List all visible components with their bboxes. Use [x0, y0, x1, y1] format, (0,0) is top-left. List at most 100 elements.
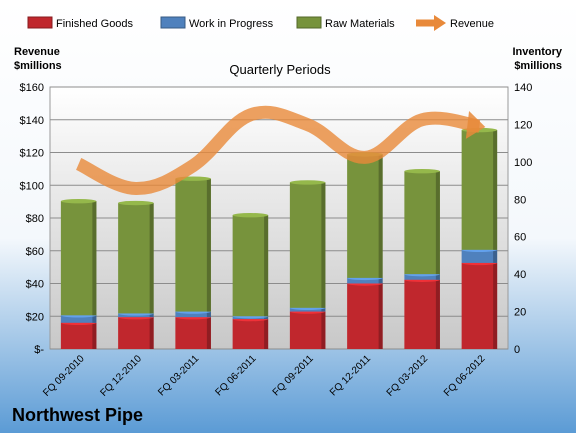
bar-face: [118, 203, 154, 314]
bar-face: [347, 283, 383, 349]
left-axis-tick-label: $120: [20, 148, 44, 160]
bar-segment-finished-goods: [289, 309, 326, 349]
bar-segment-raw-materials: [461, 127, 498, 250]
bar-side: [206, 311, 211, 318]
bar-face: [118, 317, 154, 349]
bar-segment-finished-goods: [118, 314, 154, 349]
legend: Finished Goods Work in Progress Raw Materi…: [27, 15, 494, 31]
bar-segment-raw-materials: [232, 212, 269, 317]
bar-face: [404, 171, 440, 275]
bar-side: [92, 315, 97, 323]
legend-item-work-in-progress: Work in Progress: [160, 16, 274, 30]
bar-face: [289, 311, 326, 349]
left-axis-label: $millions: [14, 60, 62, 72]
bar-segment-raw-materials: [175, 176, 211, 312]
bar-segment-finished-goods: [461, 260, 498, 349]
bar-face: [175, 178, 211, 312]
left-axis-tick-label: $40: [26, 279, 44, 291]
revenue-line-layer: [75, 105, 486, 196]
right-axis-tick-label: 120: [514, 119, 532, 131]
legend-swatch-arrow: [434, 15, 446, 31]
bar-cap: [289, 180, 326, 185]
left-axis-tick-label: $80: [26, 213, 44, 225]
right-axis-label: Inventory: [512, 46, 562, 58]
right-axis-tick-label: 0: [514, 344, 520, 356]
bar-face: [232, 215, 269, 317]
legend-label: Finished Goods: [56, 18, 134, 30]
bar-face: [60, 322, 97, 349]
company-name: Northwest Pipe: [12, 405, 144, 425]
chart-title: Quarterly Periods: [229, 62, 331, 77]
bar-segment-finished-goods: [60, 320, 97, 349]
bar-face: [60, 201, 97, 316]
right-axis-tick-label: 40: [514, 269, 526, 281]
bar-face: [461, 130, 498, 250]
chart-titles: Revenue $millions Inventory $millions Quarte…: [14, 46, 563, 77]
right-axis-tick-label: 80: [514, 194, 526, 206]
bar-segment-finished-goods: [232, 316, 269, 349]
bar-cap: [118, 200, 154, 206]
bar-face: [175, 317, 211, 349]
left-axis-label: Revenue: [14, 46, 60, 58]
bar-cap: [404, 169, 440, 174]
bar-side: [435, 279, 440, 349]
legend-swatch: [296, 16, 322, 29]
right-axis-tick-label: 100: [514, 157, 532, 169]
bar-segment-finished-goods: [347, 281, 383, 349]
bar-segment-raw-materials: [347, 152, 383, 278]
revenue-line: [75, 105, 481, 196]
legend-item-finished-goods: Finished Goods: [27, 16, 134, 30]
bar-side: [378, 277, 383, 284]
bar-face: [232, 319, 269, 349]
bar-side: [92, 322, 97, 349]
right-axis-label: $millions: [514, 60, 562, 72]
bar-face: [404, 274, 440, 280]
legend-label: Raw Materials: [325, 18, 395, 30]
left-axis-tick-label: $160: [20, 82, 44, 94]
bar-face: [175, 311, 211, 318]
bar-side: [435, 171, 440, 275]
legend-swatch: [27, 16, 53, 29]
left-axis-tick-label: $20: [26, 311, 44, 323]
bar-side: [149, 203, 154, 314]
left-axis-tick-label: $-: [34, 344, 44, 356]
bar-side: [321, 311, 326, 349]
left-axis-tick-label: $60: [26, 246, 44, 258]
right-axis-tick-label: 140: [514, 82, 532, 94]
bar-side: [264, 215, 269, 317]
bar-side: [92, 201, 97, 316]
bar-side: [435, 274, 440, 280]
bar-side: [493, 249, 498, 263]
bar-side: [264, 316, 269, 320]
bar-segment-raw-materials: [404, 169, 440, 275]
bar-segment-raw-materials: [289, 180, 326, 308]
bar-segment-raw-materials: [118, 200, 154, 314]
legend-label: Revenue: [450, 18, 494, 30]
bar-segment-finished-goods: [175, 314, 211, 349]
bar-face: [347, 154, 383, 278]
left-axis-tick-label: $100: [20, 180, 44, 192]
bar-side: [493, 130, 498, 250]
bar-face: [461, 262, 498, 349]
legend-label: Work in Progress: [189, 18, 274, 30]
bar-face: [347, 277, 383, 284]
bar-side: [378, 154, 383, 278]
bar-side: [264, 319, 269, 349]
right-axis-tick-label: 60: [514, 232, 526, 244]
bar-side: [206, 178, 211, 312]
legend-item-raw-materials: Raw Materials: [296, 16, 395, 30]
bar-side: [149, 317, 154, 349]
bar-side: [321, 307, 326, 312]
bar-cap: [232, 212, 269, 218]
bar-segment-work-in-progress: [461, 247, 498, 263]
bar-face: [60, 315, 97, 323]
bar-series: [60, 127, 498, 349]
bar-face: [404, 279, 440, 349]
bar-side: [321, 182, 326, 308]
bar-side: [149, 313, 154, 318]
bar-cap: [60, 198, 97, 204]
bar-segment-raw-materials: [60, 198, 97, 316]
right-axis-tick-label: 20: [514, 307, 526, 319]
left-axis-tick-label: $140: [20, 115, 44, 127]
